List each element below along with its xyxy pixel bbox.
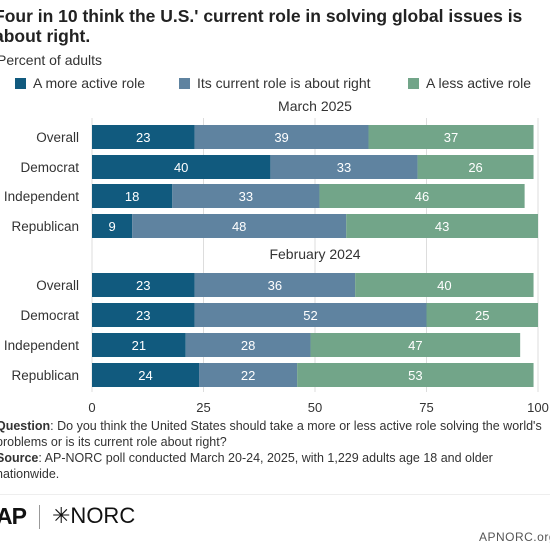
data-label: 40 [174, 160, 188, 175]
data-label: 39 [274, 130, 288, 145]
bar-segment-a-more-active-role [92, 184, 173, 208]
x-tick-label-25: 25 [196, 400, 210, 415]
data-label: 24 [138, 368, 152, 383]
category-label-republican: Republican [11, 219, 79, 234]
data-label: 9 [108, 219, 115, 234]
data-label: 23 [136, 278, 150, 293]
bar-segment-a-less-active-role [417, 155, 534, 179]
source-note: Source: AP-NORC poll conducted March 20-… [0, 450, 550, 482]
legend-label-less-active: A less active role [426, 75, 532, 91]
bar-segment-a-less-active-role [368, 125, 534, 149]
bar-segment-a-more-active-role [92, 333, 186, 357]
x-tick-label-50: 50 [308, 400, 322, 415]
category-label-overall: Overall [36, 130, 79, 145]
chart-subtitle: Percent of adults [0, 52, 103, 68]
panel-title: March 2025 [278, 98, 352, 114]
bar-segment-a-more-active-role [92, 214, 133, 238]
x-tick-label-75: 75 [419, 400, 433, 415]
data-label: 47 [408, 338, 422, 353]
data-label: 43 [435, 219, 449, 234]
data-label: 53 [408, 368, 422, 383]
data-label: 28 [241, 338, 255, 353]
data-label: 48 [232, 219, 246, 234]
legend-swatch-about-right [179, 78, 190, 89]
data-label: 52 [303, 308, 317, 323]
data-label: 46 [415, 189, 429, 204]
data-label: 21 [132, 338, 146, 353]
bar-segment-its-current-role-is-about-right [194, 303, 427, 327]
category-label-democrat: Democrat [20, 160, 79, 175]
legend-label-more-active: A more active role [33, 75, 146, 91]
bar-segment-a-less-active-role [319, 184, 525, 208]
bar-segment-its-current-role-is-about-right [270, 155, 418, 179]
data-label: 37 [444, 130, 458, 145]
bar-segment-its-current-role-is-about-right [199, 363, 298, 387]
legend-swatch-more-active [15, 78, 26, 89]
question-label: Question [0, 419, 51, 433]
bar-segment-a-more-active-role [92, 363, 200, 387]
legend-label-about-right: Its current role is about right [197, 75, 371, 91]
bar-segment-a-more-active-role [92, 155, 271, 179]
bar-segment-a-more-active-role [92, 125, 195, 149]
category-label-independent: Independent [4, 338, 79, 353]
bar-segment-a-less-active-role [346, 214, 538, 238]
bar-segment-a-more-active-role [92, 303, 195, 327]
question-note: Question: Do you think the United States… [0, 418, 550, 450]
bar-segment-a-less-active-role [355, 273, 534, 297]
question-text: : Do you think the United States should … [0, 419, 542, 449]
data-label: 23 [136, 130, 150, 145]
data-label: 26 [468, 160, 482, 175]
data-label: 40 [437, 278, 451, 293]
data-label: 23 [136, 308, 150, 323]
data-label: 18 [125, 189, 139, 204]
stacked-bar-chart: March 2025 Overall 23 39 37 Democrat 40 33 26 Ind… [4, 98, 549, 415]
category-label-independent: Independent [4, 189, 79, 204]
logo-separator [39, 505, 40, 529]
source-label: Source [0, 451, 39, 465]
bar-segment-its-current-role-is-about-right [185, 333, 311, 357]
bar-segment-a-less-active-role [426, 303, 538, 327]
category-label-democrat: Democrat [20, 308, 79, 323]
data-label: 33 [239, 189, 253, 204]
site-url: APNORC.org [478, 530, 550, 544]
x-tick-label-100: 100 [527, 400, 549, 415]
category-label-republican: Republican [11, 368, 79, 383]
data-label: 22 [241, 368, 255, 383]
source-text: : AP-NORC poll conducted March 20-24, 20… [0, 451, 493, 481]
chart-title: Four in 10 think the U.S.' current role … [0, 6, 523, 46]
ap-logo: AP [0, 503, 27, 529]
panel-title: February 2024 [269, 246, 360, 262]
data-label: 33 [337, 160, 351, 175]
bar-segment-its-current-role-is-about-right [132, 214, 347, 238]
bar-segment-a-less-active-role [310, 333, 521, 357]
bar-segment-a-more-active-role [92, 273, 195, 297]
legend-swatch-less-active [408, 78, 419, 89]
chart-notes: Question: Do you think the United States… [0, 418, 550, 482]
bar-segment-its-current-role-is-about-right [194, 125, 369, 149]
data-label: 25 [475, 308, 489, 323]
data-label: 36 [268, 278, 282, 293]
x-tick-label-0: 0 [88, 400, 95, 415]
bar-segment-a-less-active-role [297, 363, 534, 387]
category-label-overall: Overall [36, 278, 79, 293]
footer-divider [0, 494, 550, 495]
bar-segment-its-current-role-is-about-right [172, 184, 320, 208]
norc-logo: ✳NORC [52, 503, 136, 528]
bar-segment-its-current-role-is-about-right [194, 273, 356, 297]
